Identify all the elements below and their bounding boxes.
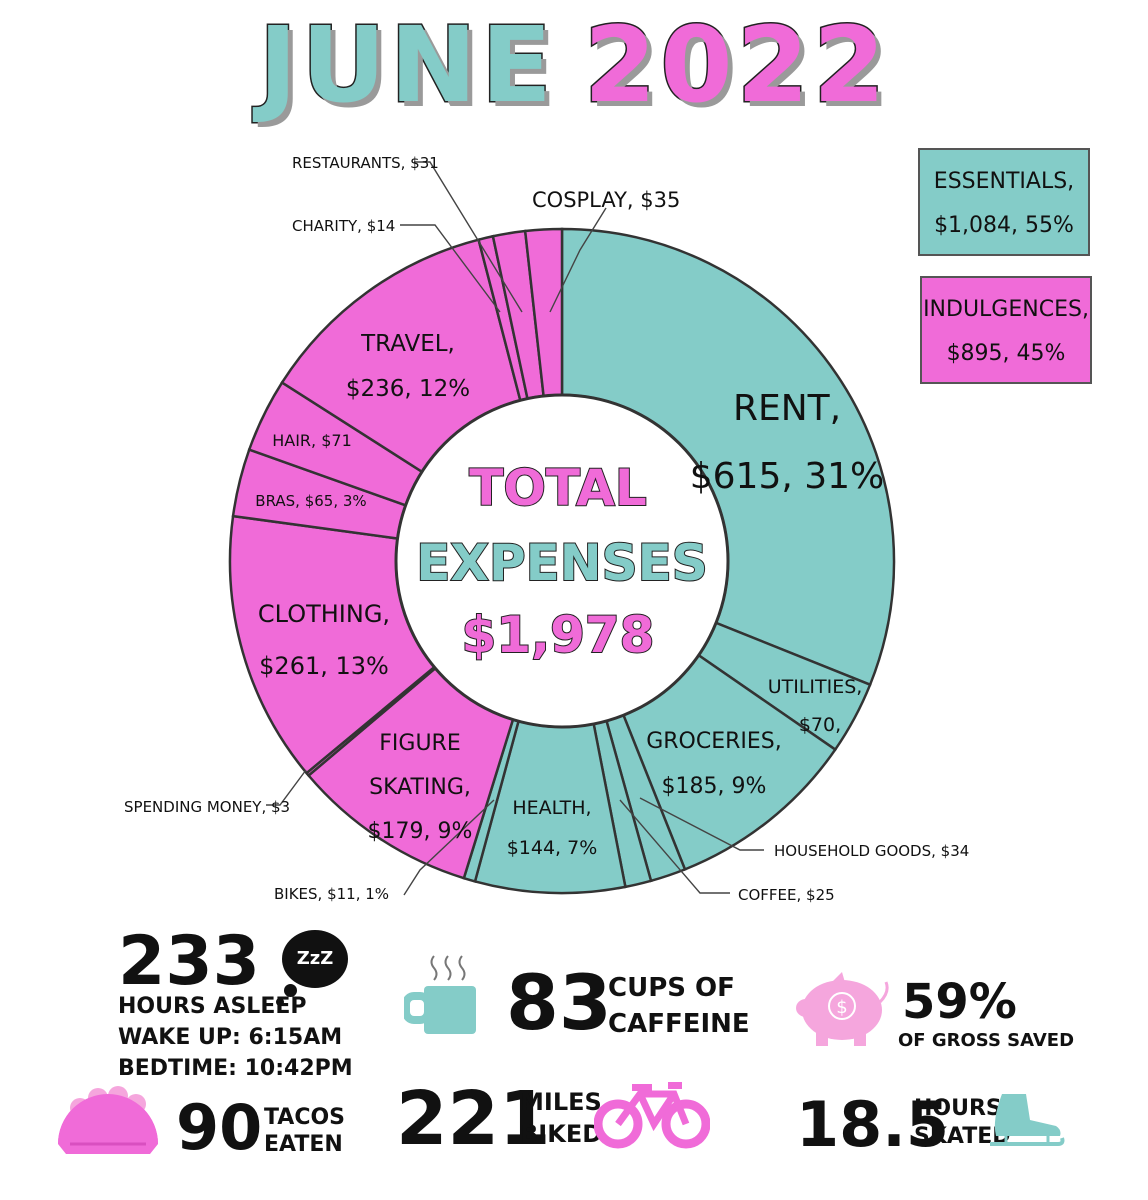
sleep-bubble-icon: ZzZ [282, 930, 348, 988]
stat-miles-value: 221 [396, 1076, 551, 1162]
title-year: 2022 [582, 3, 890, 128]
expenses-donut-chart: TOTAL EXPENSES $1,978 RENT, $615, 31% UT… [124, 154, 969, 904]
legend-essentials-label: ESSENTIALS, [933, 169, 1075, 194]
stat-sleep-bed: BEDTIME: 10:42PM [118, 1056, 353, 1081]
label-clothing-1: CLOTHING, [258, 600, 390, 628]
stat-caffeine-label-2: CAFFEINE [608, 1009, 750, 1039]
taco-icon [58, 1086, 158, 1154]
label-health-1: HEALTH, [512, 797, 591, 819]
label-bikes: BIKES, $11, 1% [274, 885, 389, 903]
legend-indulgences-label: INDULGENCES, [923, 297, 1089, 322]
center-line-3: $1,978 [462, 606, 655, 664]
label-travel-2: $236, 12% [346, 376, 470, 402]
label-household: HOUSEHOLD GOODS, $34 [774, 842, 969, 860]
ice-skate-icon [990, 1094, 1065, 1146]
stat-sleep-label: HOURS ASLEEP [118, 994, 307, 1019]
label-coffee: COFFEE, $25 [738, 886, 835, 904]
stat-caffeine-value: 83 [506, 958, 612, 1047]
stat-caffeine-label-1: CUPS OF [608, 973, 735, 1003]
piggy-dollar-sign: $ [836, 997, 847, 1018]
leader-coffee [619, 799, 730, 894]
label-charity: CHARITY, $14 [292, 217, 395, 235]
label-restaurants: RESTAURANTS, $31 [292, 154, 439, 172]
label-groceries-2: $185, 9% [662, 774, 767, 799]
stat-sleep-value: 233 [118, 922, 260, 1001]
coffee-mug-icon [404, 955, 476, 1034]
label-utilities-1: UTILITIES, [768, 676, 863, 698]
leader-charity [400, 224, 501, 313]
leader-lines [266, 161, 764, 896]
sleep-bubble-dot-1 [284, 984, 297, 997]
slice-labels: RENT, $615, 31% UTILITIES, $70, GROCERIE… [255, 331, 884, 859]
label-cosplay: COSPLAY, $35 [532, 188, 680, 212]
stat-miles-label-2: BIKED [520, 1120, 603, 1148]
stat-saved-label: OF GROSS SAVED [898, 1030, 1075, 1051]
center-total: TOTAL EXPENSES $1,978 [415, 458, 709, 665]
label-utilities-2: $70, [799, 714, 841, 736]
leader-cosplay [549, 207, 607, 313]
label-spending: SPENDING MONEY, $3 [124, 798, 290, 816]
donut-slices [228, 227, 896, 895]
legend-essentials-value: $1,084, 55% [934, 213, 1074, 238]
label-bras: BRAS, $65, 3% [255, 492, 366, 510]
label-hair: HAIR, $71 [272, 431, 352, 450]
piggy-bank-icon: $ [796, 972, 889, 1046]
center-line-1: TOTAL [469, 459, 646, 517]
stat-miles-label-1: MILES [520, 1088, 602, 1116]
stat-tacos-value: 90 [176, 1091, 263, 1164]
label-clothing-2: $261, 13% [259, 652, 389, 680]
stat-skated-value: 18.5 [796, 1088, 949, 1161]
label-health-2: $144, 7% [507, 837, 598, 859]
stat-skated-label-1: HOURS [914, 1096, 1002, 1121]
page-title: JUNE 2022 [0, 0, 1148, 130]
label-groceries-1: GROCERIES, [646, 729, 782, 754]
stat-sleep-wake: WAKE UP: 6:15AM [118, 1025, 343, 1050]
label-skating-1: FIGURE [379, 731, 460, 756]
title-month: JUNE [257, 3, 556, 128]
label-skating-2: SKATING, [369, 775, 471, 800]
label-rent-2: $615, 31% [690, 456, 885, 497]
leader-bikes [403, 799, 495, 896]
label-rent-1: RENT, [733, 388, 841, 429]
outside-labels: RESTAURANTS, $31 CHARITY, $14 COSPLAY, $… [124, 154, 969, 904]
legend-essentials: ESSENTIALS, $1,084, 55% [918, 148, 1090, 256]
label-skating-3: $179, 9% [368, 819, 473, 844]
stat-tacos-label-2: EATEN [264, 1132, 343, 1157]
bicycle-icon [594, 1082, 710, 1149]
leader-household [639, 797, 764, 851]
sleep-bubble-text: ZzZ [296, 948, 334, 969]
label-travel-1: TRAVEL, [360, 331, 455, 357]
legend-indulgences: INDULGENCES, $895, 45% [920, 276, 1092, 384]
sleep-bubble-dot-2 [276, 998, 284, 1006]
stat-saved-value: 59% [902, 974, 1017, 1030]
donut-hole [394, 393, 730, 729]
leader-restaurants [414, 161, 523, 313]
center-line-2: EXPENSES [416, 534, 708, 592]
legend-indulgences-value: $895, 45% [946, 341, 1066, 366]
stat-tacos-label-1: TACOS [264, 1105, 346, 1130]
leader-spending [266, 769, 307, 806]
